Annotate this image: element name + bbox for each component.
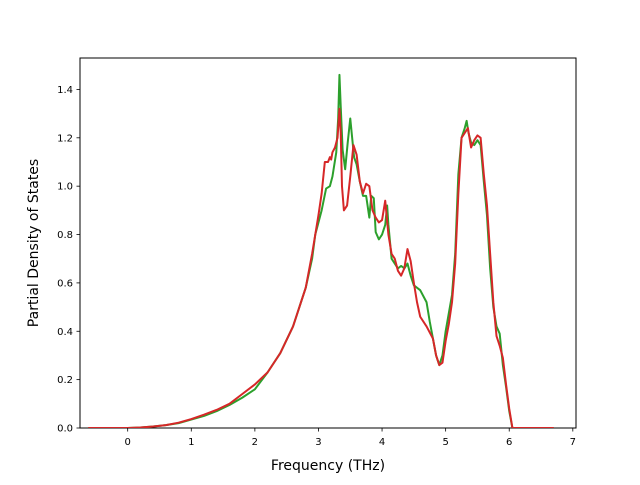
plot-area — [79, 57, 577, 429]
y-axis-ticks: 0.0 0.2 0.4 0.6 0.8 1.0 1.2 1.4 — [57, 85, 80, 435]
x-axis-label: Frequency (THz) — [271, 458, 385, 474]
x-tick-label: 2 — [252, 437, 258, 448]
series-line-2 — [88, 107, 554, 428]
series-group — [88, 73, 554, 428]
y-tick-label: 0.4 — [57, 327, 73, 338]
x-tick-label: 4 — [379, 437, 385, 448]
y-tick-label: 1.0 — [57, 182, 73, 193]
y-tick-label: 0.6 — [57, 278, 73, 289]
x-tick-label: 1 — [188, 437, 194, 448]
y-tick-label: 0.2 — [57, 375, 73, 386]
x-tick-label: 3 — [315, 437, 321, 448]
x-tick-label: 0 — [125, 437, 131, 448]
plot-frame — [79, 57, 577, 429]
plot-background — [80, 58, 576, 428]
y-tick-label: 0.8 — [57, 230, 73, 241]
x-axis-ticks: 0 1 2 3 4 5 6 7 — [125, 428, 576, 448]
x-tick-label: 6 — [506, 437, 512, 448]
x-tick-label: 7 — [570, 437, 576, 448]
y-axis-label: Partial Density of States — [26, 159, 42, 327]
y-tick-label: 1.4 — [57, 85, 73, 96]
y-tick-label: 1.2 — [57, 133, 73, 144]
y-tick-label: 0.0 — [57, 424, 73, 435]
x-tick-label: 5 — [442, 437, 448, 448]
